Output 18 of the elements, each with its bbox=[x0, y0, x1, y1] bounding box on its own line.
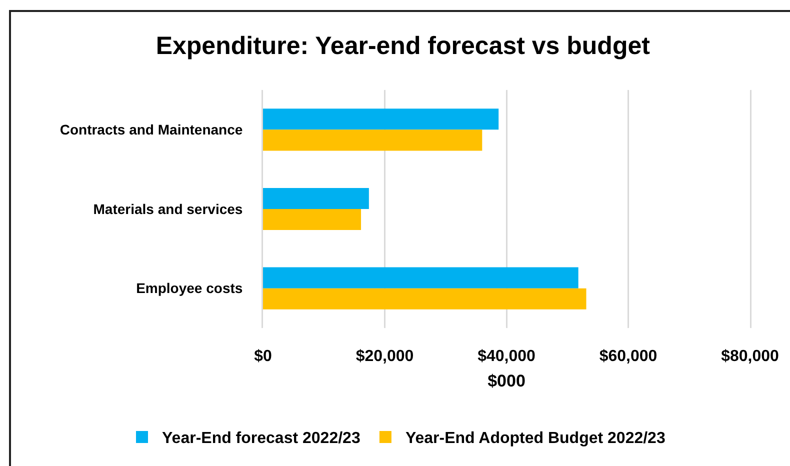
legend-label: Year-End forecast 2022/23 bbox=[162, 430, 360, 448]
x-tick-label: $0 bbox=[254, 348, 272, 365]
y-tick-label: Materials and services bbox=[93, 200, 243, 217]
bar bbox=[263, 267, 578, 288]
x-tick-label: $80,000 bbox=[721, 348, 780, 365]
bar bbox=[263, 188, 369, 209]
legend-label: Year-End Adopted Budget 2022/23 bbox=[405, 430, 666, 448]
chart-title: Expenditure: Year-end forecast vs budget bbox=[156, 32, 651, 60]
bar bbox=[263, 209, 362, 230]
x-axis-title: $000 bbox=[488, 371, 526, 390]
bar bbox=[263, 130, 482, 151]
bar bbox=[263, 288, 586, 310]
x-tick-label: $20,000 bbox=[356, 348, 414, 365]
bar bbox=[263, 108, 499, 130]
x-tick-label: $60,000 bbox=[599, 348, 658, 365]
y-tick-label: Contracts and Maintenance bbox=[60, 122, 243, 138]
x-tick-label: $40,000 bbox=[478, 348, 536, 365]
y-tick-label: Employee costs bbox=[136, 280, 243, 296]
